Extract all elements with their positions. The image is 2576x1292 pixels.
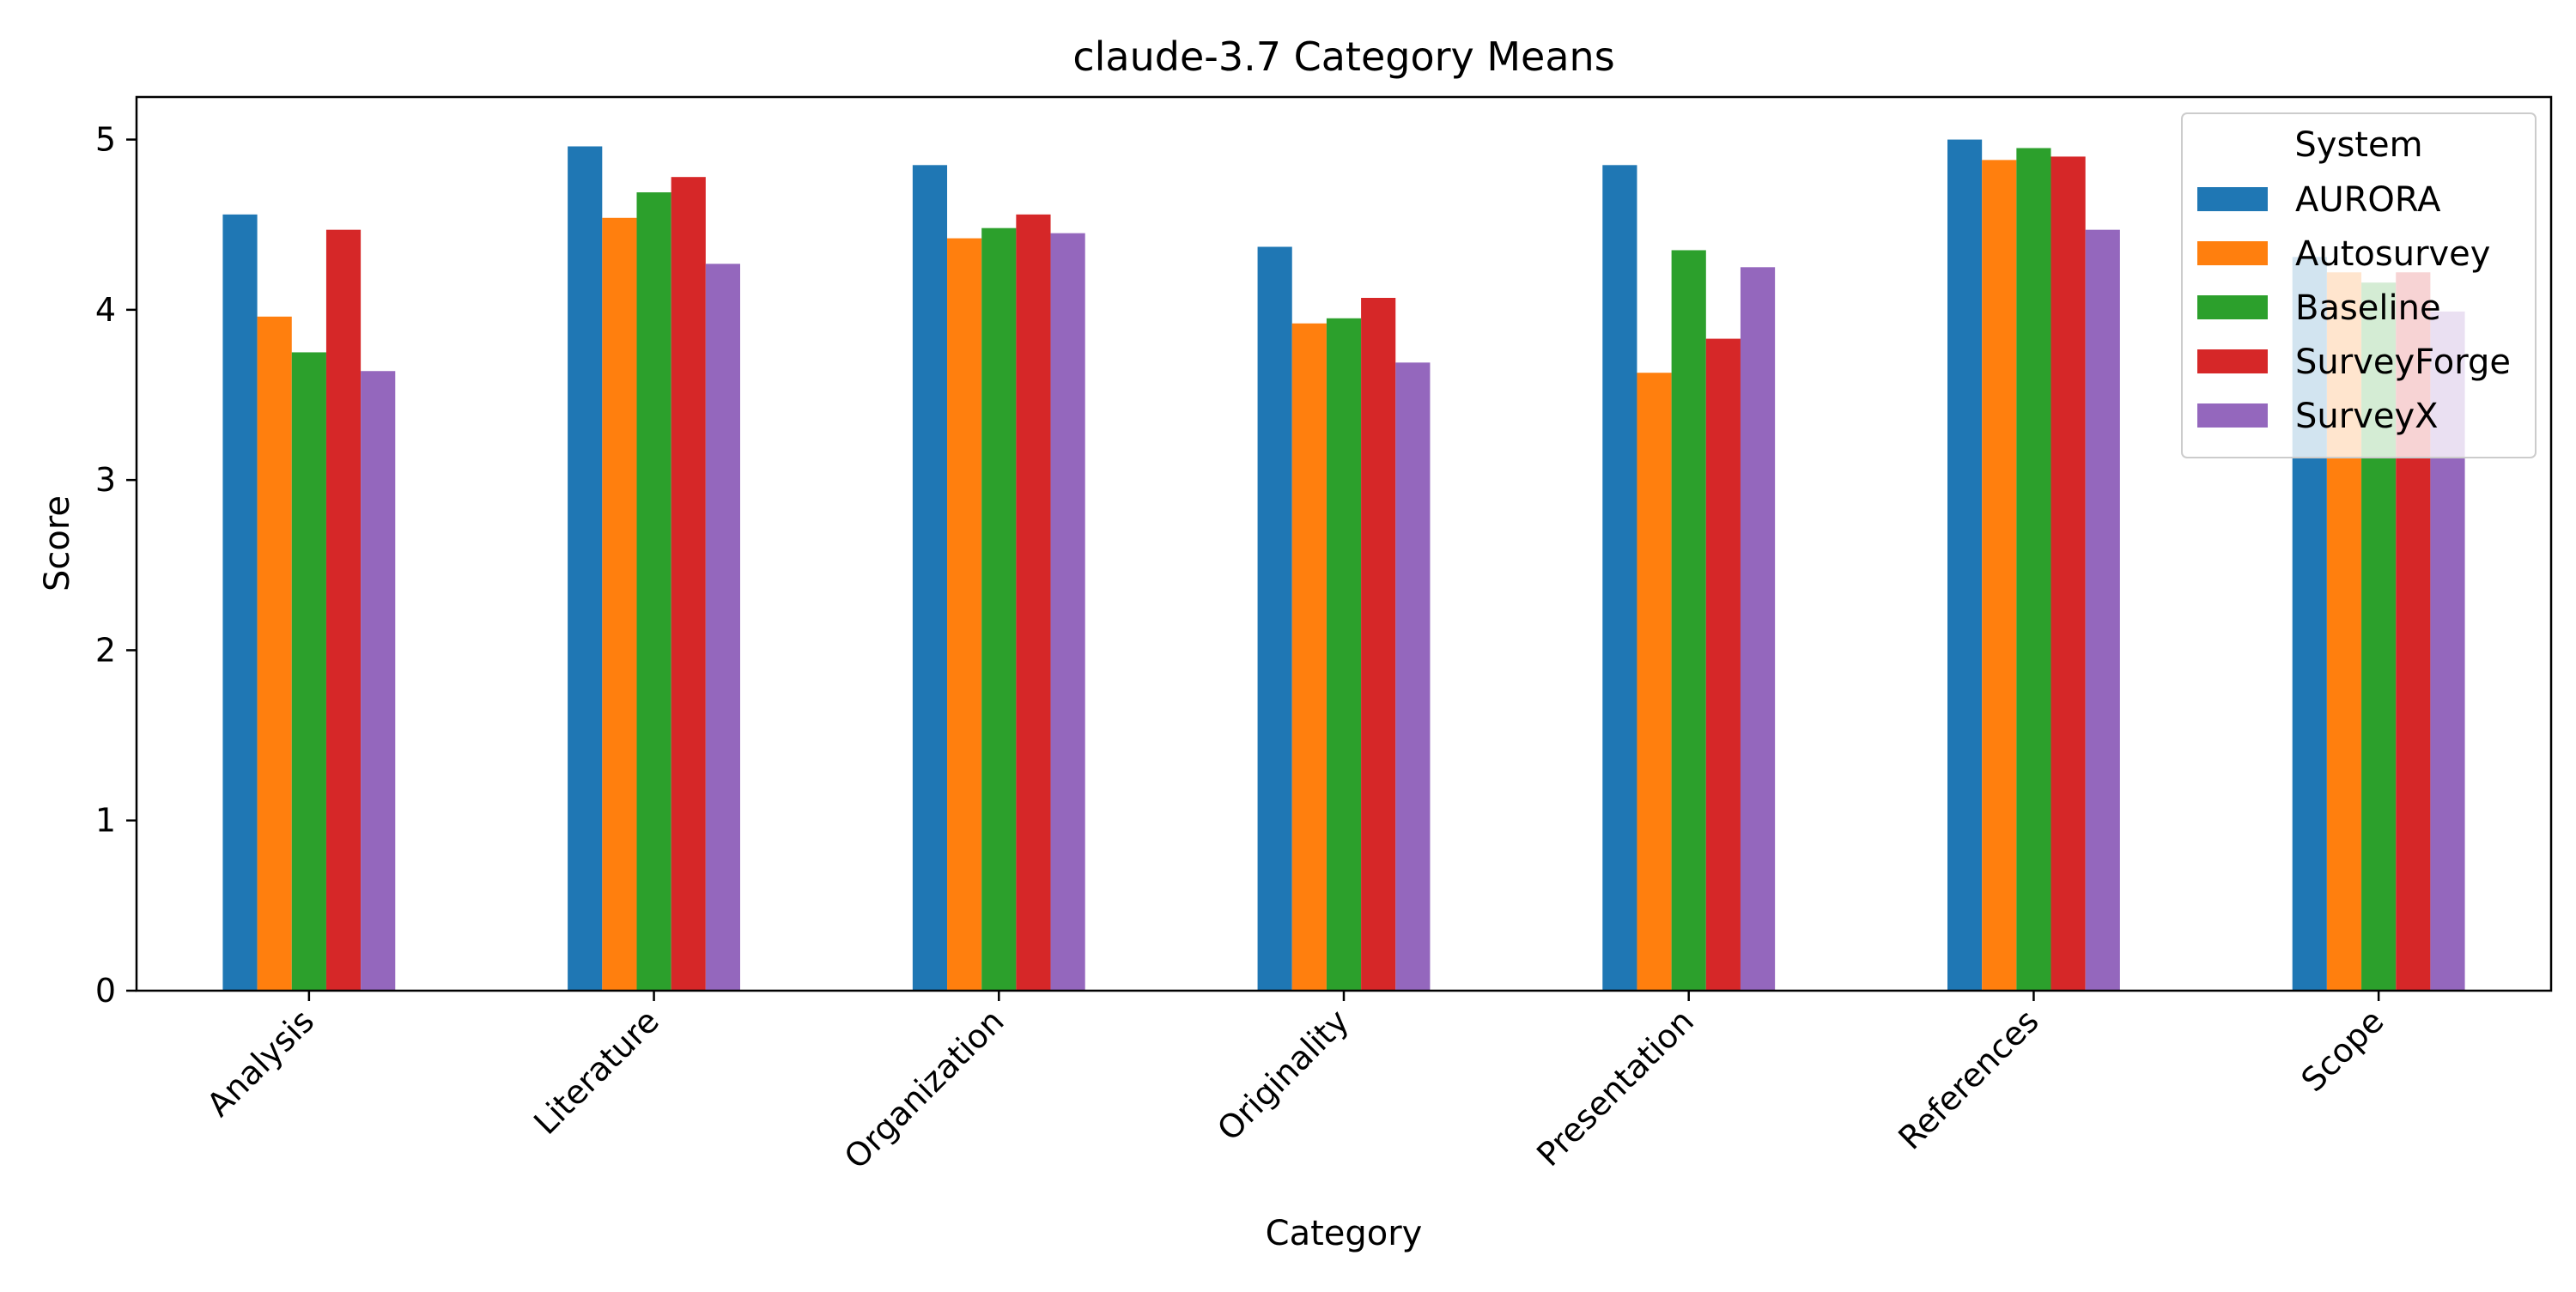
x-tick-label: Organization [837,1002,1012,1176]
bar [1637,373,1672,992]
y-tick-label: 3 [95,461,116,499]
bar [2016,148,2051,992]
bar [705,264,740,991]
legend-swatch [2197,187,2268,211]
x-tick-label: Literature [526,1002,666,1142]
legend-swatch [2197,403,2268,428]
bar [1016,214,1051,991]
x-axis: Analysis Literature Organization Originalit… [199,991,2391,1176]
legend-label: SurveyX [2295,397,2439,436]
x-tick-label: Originality [1210,1002,1356,1148]
bar [568,146,603,991]
y-axis: 0 1 2 3 4 5 [95,121,137,1010]
bar [1982,160,2017,991]
bar [1257,246,1292,991]
legend: System AURORA Autosurvey Baseline SurveyForg… [2181,112,2537,458]
bar [2050,156,2086,991]
legend-label: Autosurvey [2295,234,2490,274]
plot-frame [135,95,2553,992]
chart-title: claude-3.7 Category Means [1072,33,1614,80]
x-tick-label: Analysis [199,1002,321,1124]
x-tick-label: Presentation [1529,1002,1701,1174]
x-tick-label: Scope [2294,1002,2391,1099]
bar [2085,229,2120,991]
bar [1361,297,1396,992]
y-tick-label: 0 [95,972,116,1010]
bar [291,352,326,991]
bar [1705,338,1741,991]
bars-layer [222,139,2465,992]
bar [257,316,292,991]
y-tick-label: 4 [95,291,116,329]
bar [1050,233,1085,991]
y-tick-label: 1 [95,802,116,840]
bar [1395,362,1431,992]
bar [1947,139,1983,991]
bar [981,227,1017,991]
bar [222,214,258,991]
legend-label: SurveyForge [2295,343,2511,382]
x-tick-label: References [1891,1002,2045,1156]
legend-swatch [2197,349,2268,373]
bar [947,238,982,992]
bar [671,177,706,991]
y-tick-label: 2 [95,631,116,669]
bar [1326,318,1362,991]
legend-label: AURORA [2295,180,2441,220]
x-axis-label: Category [1266,1214,1423,1253]
y-axis-label: Score [38,495,77,591]
bar [1740,267,1776,991]
y-tick-label: 5 [95,121,116,159]
legend-swatch [2197,241,2268,265]
bar [1602,165,1637,991]
bar [636,192,671,992]
bar [325,229,361,991]
bar [602,217,637,991]
bar [912,165,948,991]
bar [1671,250,1706,992]
bar [1291,323,1327,992]
legend-swatch [2197,295,2268,319]
legend-label: Baseline [2295,288,2441,328]
legend-title: System [2294,125,2422,165]
bar [361,371,396,991]
legend-frame [2181,112,2537,458]
